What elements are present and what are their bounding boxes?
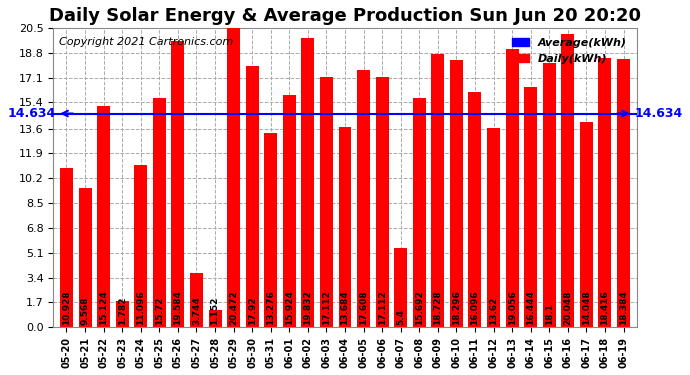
Text: 15.124: 15.124	[99, 290, 108, 325]
Text: 16.096: 16.096	[471, 290, 480, 325]
Bar	[543, 63, 555, 327]
Bar	[227, 28, 240, 327]
Text: 15.72: 15.72	[155, 297, 164, 325]
Bar	[598, 58, 611, 327]
Text: 13.684: 13.684	[340, 290, 350, 325]
Bar	[506, 49, 519, 327]
Text: 1.782: 1.782	[118, 297, 127, 325]
Bar	[320, 77, 333, 327]
Text: 14.634: 14.634	[635, 107, 683, 120]
Text: 19.056: 19.056	[508, 290, 517, 325]
Text: 13.276: 13.276	[266, 290, 275, 325]
Bar	[450, 60, 463, 327]
Text: 9.568: 9.568	[81, 297, 90, 325]
Text: 14.048: 14.048	[582, 290, 591, 325]
Text: 10.928: 10.928	[62, 290, 71, 325]
Text: 18.416: 18.416	[600, 290, 609, 325]
Bar	[617, 59, 630, 327]
Bar	[190, 273, 203, 327]
Text: 18.296: 18.296	[452, 290, 461, 325]
Text: 18.1: 18.1	[544, 303, 554, 325]
Bar	[580, 122, 593, 327]
Bar	[561, 34, 574, 327]
Bar	[487, 128, 500, 327]
Text: 18.384: 18.384	[619, 290, 628, 325]
Bar	[171, 41, 184, 327]
Text: 20.472: 20.472	[229, 290, 238, 325]
Bar	[524, 87, 538, 327]
Bar	[413, 98, 426, 327]
Text: 3.744: 3.744	[192, 296, 201, 325]
Text: 17.92: 17.92	[248, 296, 257, 325]
Bar	[375, 77, 388, 327]
Bar	[264, 134, 277, 327]
Bar	[60, 168, 73, 327]
Text: 14.634: 14.634	[7, 107, 55, 120]
Text: 15.924: 15.924	[285, 290, 294, 325]
Text: 5.4: 5.4	[396, 309, 405, 325]
Bar	[431, 54, 444, 327]
Text: 11.096: 11.096	[136, 290, 146, 325]
Text: 19.584: 19.584	[173, 290, 182, 325]
Text: 17.112: 17.112	[377, 290, 386, 325]
Bar	[469, 92, 482, 327]
Text: 16.444: 16.444	[526, 290, 535, 325]
Text: Copyright 2021 Cartronics.com: Copyright 2021 Cartronics.com	[59, 37, 234, 47]
Legend: Average(kWh), Daily(kWh): Average(kWh), Daily(kWh)	[508, 33, 631, 68]
Text: 18.728: 18.728	[433, 290, 442, 325]
Bar	[357, 70, 370, 327]
Bar	[79, 188, 92, 327]
Text: 1.152: 1.152	[210, 297, 219, 325]
Text: 17.608: 17.608	[359, 290, 368, 325]
Bar	[339, 128, 351, 327]
Bar	[152, 98, 166, 327]
Title: Daily Solar Energy & Average Production Sun Jun 20 20:20: Daily Solar Energy & Average Production …	[49, 7, 641, 25]
Text: 15.692: 15.692	[415, 290, 424, 325]
Bar	[135, 165, 147, 327]
Bar	[97, 106, 110, 327]
Text: 13.62: 13.62	[489, 297, 498, 325]
Text: 20.048: 20.048	[563, 291, 572, 325]
Bar	[283, 95, 296, 327]
Text: 19.832: 19.832	[304, 290, 313, 325]
Bar	[394, 248, 407, 327]
Bar	[116, 301, 129, 327]
Bar	[246, 66, 259, 327]
Text: 17.112: 17.112	[322, 290, 331, 325]
Bar	[302, 38, 315, 327]
Bar	[208, 310, 221, 327]
